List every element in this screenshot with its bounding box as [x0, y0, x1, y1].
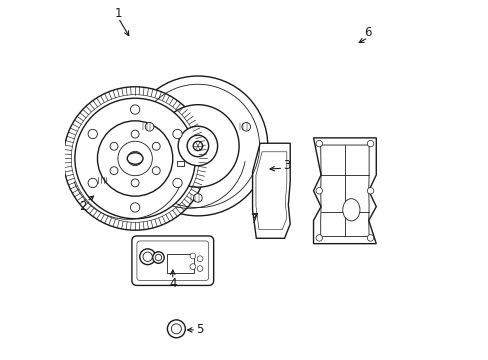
- Circle shape: [171, 324, 181, 334]
- Circle shape: [193, 194, 202, 202]
- Circle shape: [156, 105, 239, 187]
- Circle shape: [131, 130, 139, 138]
- Text: 5: 5: [196, 323, 203, 336]
- Circle shape: [130, 105, 140, 114]
- Text: 1: 1: [114, 7, 122, 20]
- Circle shape: [130, 203, 140, 212]
- Circle shape: [131, 179, 139, 187]
- Circle shape: [97, 121, 172, 196]
- FancyBboxPatch shape: [132, 236, 213, 285]
- Circle shape: [197, 256, 203, 262]
- Circle shape: [190, 253, 195, 259]
- Circle shape: [167, 320, 185, 338]
- Circle shape: [315, 140, 322, 147]
- Text: 3: 3: [283, 159, 290, 172]
- Circle shape: [315, 235, 322, 241]
- Circle shape: [110, 167, 118, 175]
- Polygon shape: [252, 143, 290, 238]
- Circle shape: [128, 151, 142, 166]
- Ellipse shape: [127, 153, 142, 164]
- Circle shape: [140, 249, 155, 265]
- Circle shape: [197, 266, 203, 271]
- Circle shape: [128, 76, 267, 216]
- Circle shape: [366, 188, 373, 194]
- Circle shape: [118, 141, 152, 176]
- Circle shape: [152, 252, 164, 263]
- Text: 4: 4: [169, 278, 176, 291]
- Circle shape: [366, 235, 373, 241]
- Circle shape: [88, 129, 97, 139]
- Polygon shape: [313, 138, 376, 244]
- Circle shape: [187, 135, 208, 157]
- Circle shape: [75, 98, 195, 219]
- Text: 6: 6: [364, 27, 371, 40]
- Circle shape: [110, 142, 118, 150]
- Circle shape: [366, 140, 373, 147]
- FancyBboxPatch shape: [177, 161, 183, 166]
- Circle shape: [152, 142, 160, 150]
- Circle shape: [155, 254, 162, 261]
- Circle shape: [83, 174, 96, 186]
- Circle shape: [172, 129, 182, 139]
- Ellipse shape: [342, 199, 359, 221]
- Circle shape: [88, 178, 97, 188]
- Circle shape: [178, 126, 217, 166]
- Circle shape: [190, 264, 195, 270]
- Circle shape: [145, 122, 154, 131]
- Circle shape: [242, 122, 250, 131]
- Text: 7: 7: [250, 213, 258, 226]
- Circle shape: [193, 141, 202, 150]
- Circle shape: [142, 252, 152, 261]
- Circle shape: [63, 87, 206, 230]
- Circle shape: [152, 167, 160, 175]
- Text: 2: 2: [79, 201, 86, 213]
- Circle shape: [172, 178, 182, 188]
- Circle shape: [315, 188, 322, 194]
